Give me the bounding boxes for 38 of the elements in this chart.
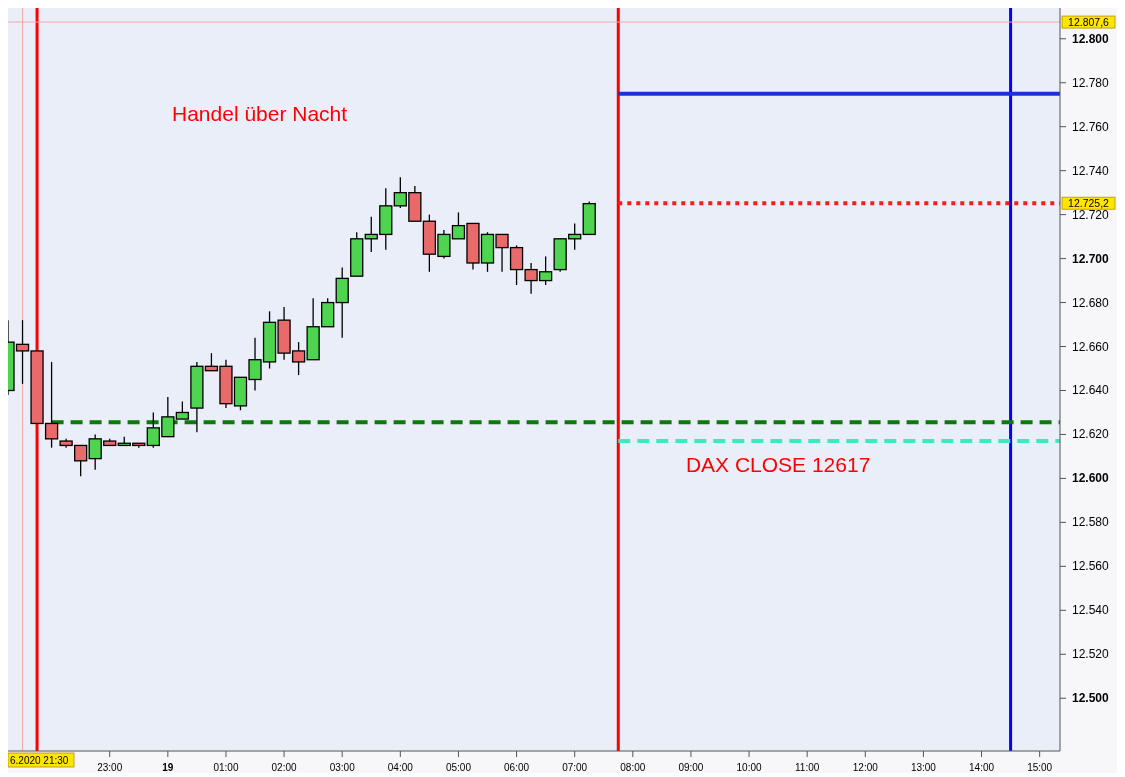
y-tick-label: 12.720 xyxy=(1072,207,1110,222)
y-tick-label: 12.780 xyxy=(1072,75,1110,90)
x-tick-label: 07:00 xyxy=(562,762,588,773)
y-tick-label: 12.800 xyxy=(1072,31,1110,46)
y-tick-label: 12.660 xyxy=(1072,339,1110,354)
x-tick-label: 05:00 xyxy=(445,762,472,773)
y-tick-label: 12.640 xyxy=(1072,383,1110,398)
annotation: Handel über Nacht xyxy=(172,102,348,126)
y-tick-label: 12.600 xyxy=(1072,471,1110,486)
ref-line-label: 12.807,6 xyxy=(1068,16,1110,29)
x-tick-label: 15:00 xyxy=(1027,762,1053,773)
y-tick-label: 12.560 xyxy=(1072,559,1110,574)
y-tick-label: 12.580 xyxy=(1072,515,1110,530)
x-tick-label: 11:00 xyxy=(795,762,820,773)
y-tick-label: 12.540 xyxy=(1072,603,1110,618)
x-tick-label: 01:00 xyxy=(213,762,239,773)
x-tick-label: 13:00 xyxy=(910,762,937,773)
x-tick-label: 03:00 xyxy=(329,762,356,773)
annotation: DAX CLOSE 12617 xyxy=(685,452,871,476)
x-tick-label: 02:00 xyxy=(271,762,298,773)
x-tick-label: 04:00 xyxy=(387,762,414,773)
ref-line-label: 6.2020 21:30 xyxy=(10,755,69,766)
y-tick-label: 12.760 xyxy=(1072,119,1110,134)
y-tick-label: 12.680 xyxy=(1072,295,1110,310)
y-tick-label: 12.500 xyxy=(1072,691,1110,706)
y-tick-label: 12.620 xyxy=(1072,427,1110,442)
x-tick-label: 14:00 xyxy=(969,762,995,773)
x-tick-label: 23:00 xyxy=(97,762,123,773)
y-tick-label: 12.520 xyxy=(1072,647,1110,662)
x-tick-label: 08:00 xyxy=(620,762,646,773)
x-tick-label: 19 xyxy=(162,762,174,773)
x-tick-label: 12:00 xyxy=(852,762,879,773)
y-tick-label: 12.700 xyxy=(1072,251,1110,266)
x-tick-label: 10:00 xyxy=(736,762,762,773)
series-label: 12.725,2 xyxy=(1068,197,1110,210)
y-tick-label: 12.740 xyxy=(1072,163,1110,178)
x-tick-label: 09:00 xyxy=(678,762,704,773)
x-tick-label: 06:00 xyxy=(504,762,530,773)
